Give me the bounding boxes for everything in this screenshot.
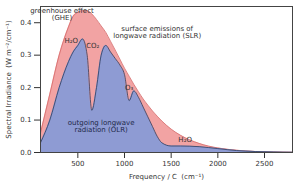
- svg-text:H₂O: H₂O: [65, 37, 79, 45]
- svg-text:0.4: 0.4: [20, 19, 32, 27]
- svg-text:0.0: 0.0: [20, 149, 31, 157]
- svg-text:surface emissions oflongwave r: surface emissions oflongwave radiation (…: [113, 25, 201, 40]
- svg-text:1000: 1000: [116, 160, 134, 168]
- svg-text:O₃: O₃: [125, 84, 134, 92]
- svg-text:0.2: 0.2: [20, 84, 31, 92]
- svg-text:Frequency / C (cm⁻¹): Frequency / C (cm⁻¹): [129, 173, 204, 181]
- svg-text:2500: 2500: [256, 160, 274, 168]
- svg-text:H₂O: H₂O: [178, 136, 192, 144]
- svg-text:500: 500: [71, 160, 84, 168]
- svg-text:CO₂: CO₂: [86, 42, 99, 50]
- svg-text:0.3: 0.3: [20, 51, 31, 59]
- svg-text:0.1: 0.1: [20, 116, 31, 124]
- svg-text:greenhouse effect(GHE): greenhouse effect(GHE): [30, 7, 94, 22]
- svg-text:2000: 2000: [209, 160, 227, 168]
- svg-text:Spectral Irradiance (W m⁻²/cm: Spectral Irradiance (W m⁻²/cm⁻¹): [5, 20, 13, 139]
- svg-text:outgoing longwaveradiation (OL: outgoing longwaveradiation (OLR): [68, 119, 135, 134]
- svg-text:1500: 1500: [162, 160, 180, 168]
